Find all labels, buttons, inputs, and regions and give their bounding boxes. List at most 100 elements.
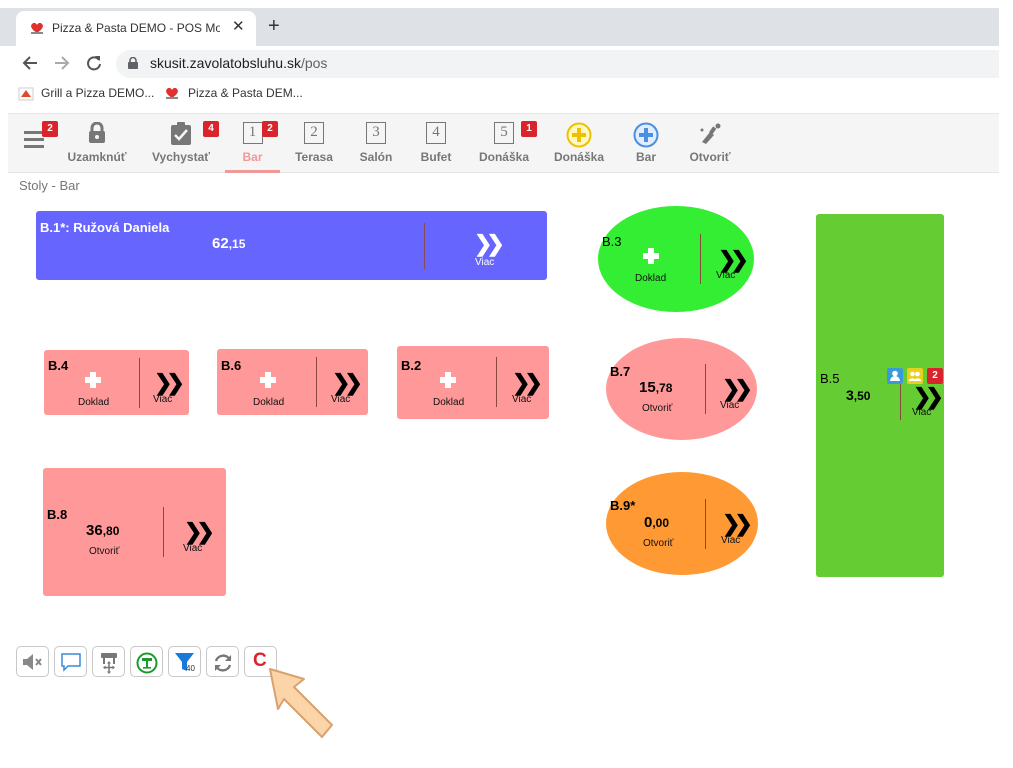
table-b8[interactable]: B.8 36,80 Otvoriť ❯❯ Viac bbox=[43, 468, 226, 596]
address-bar[interactable] bbox=[116, 50, 999, 78]
nav-label: Bar bbox=[242, 150, 263, 164]
nav-lock[interactable]: Uzamknúť bbox=[64, 114, 130, 174]
nav-open[interactable]: Otvoriť bbox=[682, 114, 738, 174]
tab-area-salon[interactable]: 3 Salón bbox=[353, 114, 399, 174]
tab-area-terasa[interactable]: 2 Terasa bbox=[290, 114, 338, 174]
tab-area-bufet[interactable]: 4 Bufet bbox=[413, 114, 459, 174]
mute-button[interactable] bbox=[16, 646, 49, 677]
url-path: /pos bbox=[300, 55, 328, 71]
more-chevron-icon[interactable]: ❯❯ bbox=[154, 370, 185, 395]
key-bottle-icon bbox=[700, 123, 721, 144]
grill-favicon-icon bbox=[18, 87, 34, 101]
table-b3[interactable]: B.3 Doklad ❯❯ Viac bbox=[598, 206, 754, 312]
plus-circle-yellow-icon bbox=[566, 122, 592, 148]
area-number: 4 bbox=[426, 122, 446, 144]
bookmark-pizza-pasta[interactable]: Pizza & Pasta DEM... bbox=[188, 86, 303, 100]
pizza-favicon-icon bbox=[166, 87, 178, 99]
more-chevron-icon[interactable]: ❯❯ bbox=[184, 519, 215, 544]
more-chevron-icon[interactable]: ❯❯ bbox=[722, 511, 753, 536]
menu-button[interactable]: 2 bbox=[20, 114, 60, 174]
browser-tab[interactable]: Pizza & Pasta DEMO - POS Mobil ✕ bbox=[16, 11, 256, 46]
table-b6[interactable]: B.6 Doklad ❯❯ Viac bbox=[217, 349, 368, 415]
more-chevron-icon[interactable]: ❯❯ bbox=[913, 384, 944, 409]
table-info-button[interactable] bbox=[130, 646, 163, 677]
receipt-label[interactable]: Doklad bbox=[78, 397, 110, 408]
nav-label: Bufet bbox=[420, 150, 452, 164]
back-icon[interactable] bbox=[22, 55, 38, 71]
open-label[interactable]: Otvoriť bbox=[642, 403, 673, 414]
receipt-label[interactable]: Doklad bbox=[433, 397, 465, 408]
divider bbox=[700, 234, 701, 284]
open-label[interactable]: Otvoriť bbox=[643, 538, 674, 549]
table-b2[interactable]: B.2 Doklad ❯❯ Viac bbox=[397, 346, 549, 419]
add-receipt-icon[interactable] bbox=[643, 248, 659, 264]
new-delivery-button[interactable]: Donáška bbox=[548, 114, 610, 174]
more-label[interactable]: Viac bbox=[720, 400, 740, 411]
move-table-button[interactable] bbox=[92, 646, 125, 677]
forward-icon[interactable] bbox=[54, 55, 70, 71]
chat-icon bbox=[61, 653, 81, 672]
nav-prepare[interactable]: 4 Vychystať bbox=[148, 114, 219, 174]
table-b1[interactable]: B.1*: Ružová Daniela 62,15 ❯❯ Viac bbox=[36, 211, 547, 280]
table-name: B.7 bbox=[610, 364, 631, 379]
nav-label: Otvoriť bbox=[689, 150, 731, 164]
more-label[interactable]: Viac bbox=[912, 407, 932, 418]
add-receipt-icon[interactable] bbox=[85, 372, 101, 388]
receipt-label[interactable]: Doklad bbox=[635, 273, 667, 284]
nav-label: Donáška bbox=[478, 150, 530, 164]
b5-badge: 2 bbox=[927, 368, 943, 384]
table-name: B.3 bbox=[602, 234, 622, 249]
more-chevron-icon[interactable]: ❯❯ bbox=[512, 370, 543, 395]
filter-button[interactable]: 40 bbox=[168, 646, 201, 677]
more-label[interactable]: Viac bbox=[331, 394, 351, 405]
table-name: B.2 bbox=[401, 358, 422, 373]
more-chevron-icon[interactable]: ❯❯ bbox=[332, 370, 363, 395]
more-label[interactable]: Viac bbox=[183, 543, 203, 554]
divider bbox=[705, 499, 706, 549]
new-bar-order-button[interactable]: Bar bbox=[624, 114, 668, 174]
new-tab-button[interactable]: + bbox=[268, 15, 280, 37]
refresh-button[interactable] bbox=[206, 646, 239, 677]
more-chevron-icon[interactable]: ❯❯ bbox=[474, 231, 505, 256]
table-b7[interactable]: B.7 15,78 Otvoriť ❯❯ Viac bbox=[606, 338, 757, 440]
tab-close-icon[interactable]: ✕ bbox=[232, 18, 245, 35]
more-label[interactable]: Viac bbox=[512, 394, 532, 405]
group-status-icon bbox=[907, 368, 923, 384]
open-label[interactable]: Otvoriť bbox=[89, 546, 120, 557]
table-name: B.4 bbox=[48, 358, 69, 373]
table-b9[interactable]: B.9* 0,00 Otvoriť ❯❯ Viac bbox=[606, 472, 758, 575]
add-receipt-icon[interactable] bbox=[440, 372, 456, 388]
more-chevron-icon[interactable]: ❯❯ bbox=[722, 376, 753, 401]
table-b4[interactable]: B.4 Doklad ❯❯ Viac bbox=[44, 350, 189, 415]
table-name: B.5 bbox=[820, 371, 840, 386]
divider bbox=[163, 507, 164, 557]
tab-area-bar[interactable]: 1 2 Bar bbox=[225, 114, 280, 174]
amount-int: 0 bbox=[644, 514, 653, 531]
more-label[interactable]: Viac bbox=[475, 257, 495, 268]
divider bbox=[900, 384, 901, 420]
browser-tabstrip: Pizza & Pasta DEMO - POS Mobil ✕ + bbox=[0, 0, 1013, 46]
divider bbox=[496, 357, 497, 407]
area-number: 3 bbox=[366, 122, 386, 144]
bookmark-grill-pizza[interactable]: Grill a Pizza DEMO... bbox=[41, 86, 155, 100]
url-text: skusit.zavolatobsluhu.sk/pos bbox=[150, 55, 327, 71]
more-label[interactable]: Viac bbox=[153, 394, 173, 405]
amount-int: 36 bbox=[86, 522, 103, 539]
receipt-label[interactable]: Doklad bbox=[253, 397, 285, 408]
more-chevron-icon[interactable]: ❯❯ bbox=[718, 247, 749, 272]
area-number: 1 bbox=[242, 122, 263, 144]
table-amount: 62,15 bbox=[212, 235, 245, 252]
table-name: B.6 bbox=[221, 358, 242, 373]
bookmarks-bar: Grill a Pizza DEMO... Pizza & Pasta DEM.… bbox=[0, 80, 999, 108]
amount-dec: ,50 bbox=[853, 389, 871, 403]
table-amount: 15,78 bbox=[639, 379, 672, 396]
more-label[interactable]: Viac bbox=[716, 270, 736, 281]
more-label[interactable]: Viac bbox=[721, 535, 741, 546]
tab-area-donaska[interactable]: 5 1 Donáška bbox=[474, 114, 537, 174]
reload-icon[interactable] bbox=[86, 55, 102, 71]
filter-count: 40 bbox=[186, 664, 195, 673]
table-b5[interactable]: B.5 3,50 2 ❯❯ Viac bbox=[816, 214, 944, 577]
filter-icon bbox=[175, 653, 194, 671]
add-receipt-icon[interactable] bbox=[260, 372, 276, 388]
chat-button[interactable] bbox=[54, 646, 87, 677]
